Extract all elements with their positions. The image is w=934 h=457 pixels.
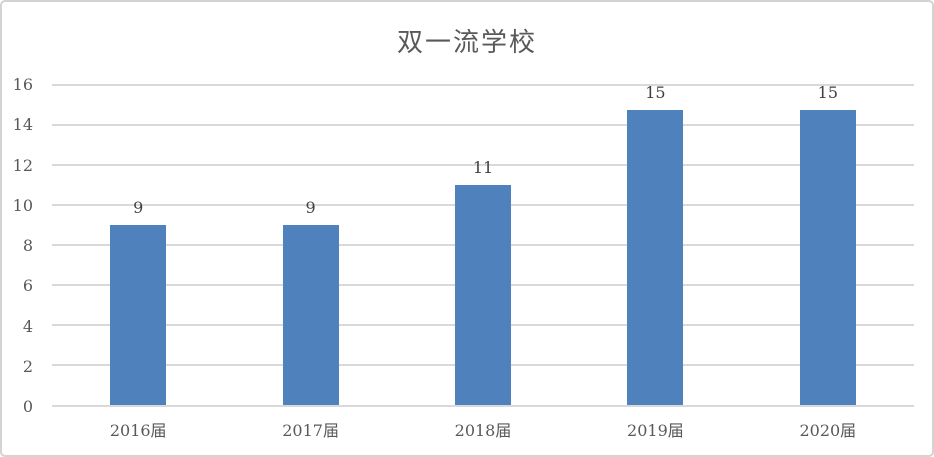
gridline-y-12 xyxy=(52,164,914,166)
data-label: 9 xyxy=(305,198,316,217)
y-tick-label-10: 10 xyxy=(12,195,33,215)
x-tick-label-2018届: 2018届 xyxy=(454,421,512,440)
plot-area: 9 9 11 15 15 xyxy=(52,84,914,407)
data-label: 11 xyxy=(472,158,494,177)
x-tick-label-2019届: 2019届 xyxy=(627,421,684,440)
bar-cell-2016届: 9 xyxy=(52,85,224,405)
bar-2016届 xyxy=(110,225,167,405)
y-tick-label-14: 14 xyxy=(12,115,33,135)
bar-cell-2017届: 9 xyxy=(224,85,396,405)
y-tick-label-4: 4 xyxy=(22,316,33,336)
x-tick-label-2020届: 2020届 xyxy=(799,421,857,440)
x-tick-label-2017届: 2017届 xyxy=(282,421,339,440)
y-tick-label-0: 0 xyxy=(22,397,33,416)
chart-title: 双一流学校 xyxy=(396,28,537,58)
bar-2018届 xyxy=(455,185,512,405)
gridline-y-14 xyxy=(52,124,914,126)
data-label: 9 xyxy=(133,198,144,217)
bar-cell-2018届: 11 xyxy=(397,85,569,405)
bar-2017届 xyxy=(282,225,339,405)
bars-layer: 9 9 11 15 15 xyxy=(52,85,914,405)
y-tick-label-12: 12 xyxy=(12,155,33,175)
bar-cell-2020届: 15 xyxy=(742,85,914,405)
bar-2019届 xyxy=(627,110,684,405)
gridline-y-16 xyxy=(52,84,914,86)
bar-cell-2019届: 15 xyxy=(569,85,741,405)
data-label: 15 xyxy=(645,83,666,102)
y-tick-label-16: 16 xyxy=(12,75,33,94)
x-tick-label-2016届: 2016届 xyxy=(109,421,167,440)
bar-2020届 xyxy=(799,110,856,405)
y-tick-label-6: 6 xyxy=(22,276,33,296)
data-label: 15 xyxy=(817,83,838,102)
y-tick-label-2: 2 xyxy=(22,356,33,376)
x-axis: 2016届 2017届 2018届 2019届 2020届 xyxy=(52,419,914,443)
y-tick-label-8: 8 xyxy=(22,236,33,255)
